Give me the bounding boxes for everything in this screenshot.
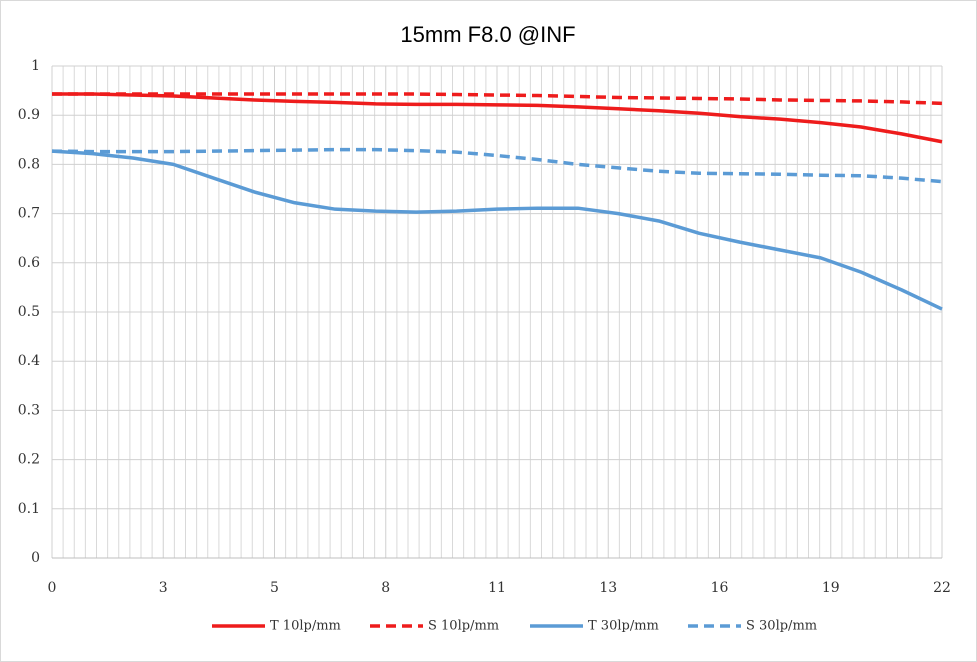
y-tick-label: 0.5: [18, 304, 40, 320]
series-line: [52, 92, 943, 144]
series-line: [51, 147, 943, 184]
chart-title: 15mm F8.0 @INF: [400, 22, 575, 47]
y-tick-label: 0: [31, 550, 40, 566]
x-tick-label: 19: [822, 580, 840, 596]
x-tick-label: 0: [48, 580, 57, 596]
x-tick-label: 8: [381, 580, 390, 596]
series-line: [52, 92, 943, 106]
x-tick-label: 3: [159, 580, 168, 596]
y-tick-label: 0.8: [18, 156, 40, 172]
series-line: [51, 149, 943, 311]
legend-label: T 10lp/mm: [270, 619, 341, 634]
x-tick-label: 5: [270, 580, 279, 596]
y-tick-label: 0.6: [18, 255, 40, 271]
legend-label: S 30lp/mm: [746, 619, 817, 634]
x-tick-label: 13: [599, 580, 617, 596]
legend-label: S 10lp/mm: [428, 619, 499, 634]
x-tick-label: 16: [711, 580, 729, 596]
y-tick-label: 0.4: [18, 353, 40, 369]
y-tick-label: 0.3: [18, 402, 40, 418]
y-tick-label: 0.2: [18, 452, 40, 468]
y-tick-label: 1: [31, 58, 40, 74]
x-tick-label: 11: [488, 580, 506, 596]
x-tick-label: 22: [933, 580, 951, 596]
y-tick-label: 0.7: [18, 206, 40, 222]
y-tick-label: 0.9: [18, 107, 40, 123]
legend-label: T 30lp/mm: [588, 619, 659, 634]
y-tick-label: 0.1: [18, 501, 40, 517]
